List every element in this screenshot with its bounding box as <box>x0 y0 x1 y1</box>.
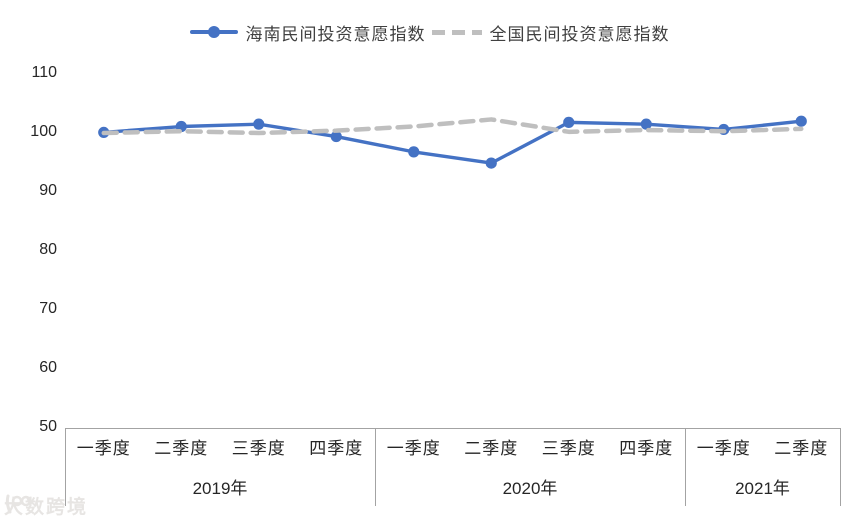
legend-item-national: 全国民间投资意愿指数 <box>431 20 670 45</box>
legend: 海南民间投资意愿指数 全国民间投资意愿指数 <box>0 18 859 46</box>
data-point-marker <box>253 118 265 130</box>
quarter-label: 四季度 <box>619 439 674 458</box>
quarter-row: 一季度 二季度 三季度 四季度 <box>375 431 685 467</box>
year-label: 2021年 <box>735 479 790 498</box>
watermark: 大数跨境 <box>4 492 88 519</box>
quarter-label: 二季度 <box>464 439 519 458</box>
y-axis-tick: 90 <box>39 182 57 199</box>
axis-baseline <box>65 428 840 429</box>
series-line-hainan <box>102 119 803 165</box>
data-point-marker <box>408 146 420 158</box>
series-line-national <box>101 117 804 136</box>
axis-divider <box>65 428 66 506</box>
year-label: 2020年 <box>502 479 558 498</box>
data-point-marker <box>485 157 497 169</box>
y-axis-tick: 100 <box>30 123 57 140</box>
legend-label-national: 全国民间投资意愿指数 <box>489 24 670 44</box>
axis-divider <box>685 428 686 506</box>
y-axis-tick: 50 <box>39 418 57 435</box>
watermark-text: 大数跨境 <box>4 497 89 518</box>
quarter-label: 二季度 <box>774 439 829 458</box>
quarter-label: 二季度 <box>154 439 209 458</box>
data-point-marker <box>640 118 652 130</box>
data-point-marker <box>795 115 807 127</box>
national-dash-sample-icon <box>431 29 482 35</box>
quarter-label: 三季度 <box>231 439 286 458</box>
axis-divider <box>375 428 376 506</box>
legend-label-hainan: 海南民间投资意愿指数 <box>245 24 426 44</box>
y-axis-tick: 80 <box>39 241 57 258</box>
quarter-label: 一季度 <box>76 439 131 458</box>
y-axis-tick: 70 <box>39 300 57 317</box>
watermark-logo-icon <box>5 494 30 514</box>
quarter-label: 三季度 <box>541 439 596 458</box>
hainan-line-sample-icon <box>189 26 238 38</box>
data-point-marker <box>330 130 342 143</box>
y-axis-tick: 110 <box>31 64 57 81</box>
y-axis-tick: 60 <box>39 359 57 376</box>
axis-divider <box>840 428 841 506</box>
quarter-row: 一季度 二季度 三季度 四季度 <box>65 431 375 467</box>
year-label: 2019年 <box>192 479 248 498</box>
quarter-label: 一季度 <box>386 439 441 458</box>
quarter-label: 四季度 <box>309 439 364 458</box>
legend-item-hainan: 海南民间投资意愿指数 <box>189 20 426 45</box>
quarter-row: 一季度 二季度 <box>685 431 840 467</box>
data-point-marker <box>563 116 575 128</box>
quarter-label: 一季度 <box>696 439 751 458</box>
